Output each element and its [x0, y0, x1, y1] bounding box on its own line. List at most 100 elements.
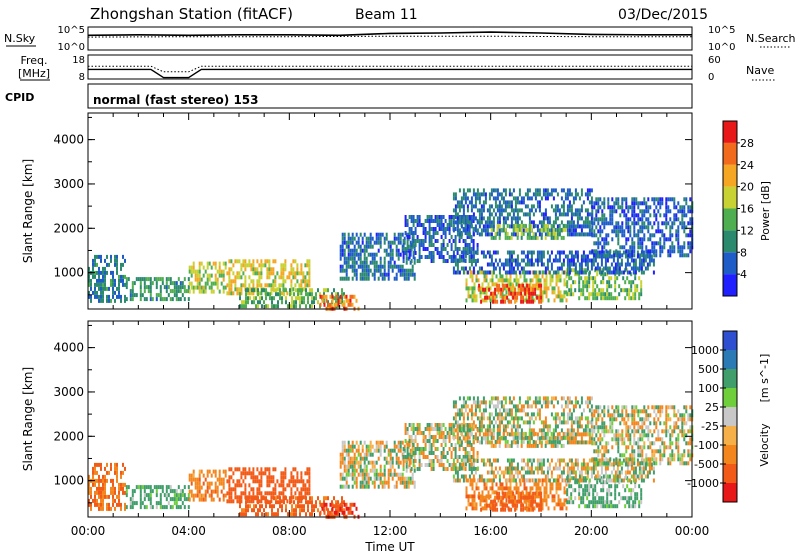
velocity-cell — [572, 476, 575, 481]
velocity-cell — [250, 499, 253, 504]
power-cell — [526, 192, 529, 197]
power-cell — [671, 249, 674, 254]
power-cell — [562, 262, 565, 267]
power-cell — [643, 233, 646, 238]
velocity-cell — [232, 487, 235, 492]
power-cell — [520, 227, 523, 232]
power-cell — [566, 266, 569, 271]
power-cell — [446, 251, 449, 255]
power-cell — [615, 233, 618, 238]
power-cell — [244, 263, 247, 268]
power-cell — [284, 259, 287, 264]
power-cell — [309, 304, 311, 309]
power-cell — [498, 208, 501, 213]
velocity-cell — [341, 460, 344, 465]
power-cell — [460, 266, 463, 271]
power-cell — [406, 235, 409, 239]
power-cell — [586, 212, 589, 217]
velocity-cell — [497, 498, 500, 503]
velocity-cell — [275, 512, 277, 517]
velocity-cell — [506, 503, 509, 508]
power-cell — [456, 266, 459, 271]
velocity-cell — [464, 423, 467, 427]
power-cell — [520, 208, 523, 213]
power-cell — [275, 288, 277, 293]
power-cell — [501, 278, 504, 283]
velocity-cell — [428, 443, 431, 447]
power-cell — [279, 288, 281, 293]
power-cell — [196, 277, 199, 282]
velocity-cell — [236, 467, 239, 472]
power-cell — [675, 229, 678, 234]
power-cell — [551, 278, 554, 283]
velocity-cell — [359, 440, 362, 445]
power-cell — [626, 270, 629, 275]
power-cell — [299, 300, 301, 305]
velocity-cell — [157, 501, 160, 506]
power-cell — [100, 286, 102, 291]
power-cell — [127, 277, 130, 282]
power-cell — [549, 274, 552, 279]
power-cell — [341, 232, 344, 237]
velocity-cell — [618, 492, 621, 497]
velocity-cell — [404, 423, 407, 427]
velocity-cell — [632, 500, 635, 505]
power-cell — [470, 200, 473, 205]
velocity-cell — [600, 504, 603, 509]
velocity-cell — [289, 512, 291, 517]
power-cell — [149, 285, 152, 290]
velocity-cell — [275, 496, 277, 501]
power-cell — [500, 196, 503, 201]
velocity-cell — [534, 491, 537, 496]
velocity-cell — [471, 506, 474, 511]
power-cell — [522, 283, 525, 288]
velocity-cell — [147, 497, 150, 502]
velocity-cell — [228, 467, 231, 472]
power-cell — [246, 263, 249, 268]
power-cell — [474, 200, 477, 205]
power-cell — [343, 248, 346, 253]
power-cell — [498, 192, 501, 197]
power-cell — [92, 262, 94, 267]
velocity-cell — [452, 458, 455, 463]
power-cell — [258, 291, 261, 296]
power-cell — [502, 196, 505, 201]
power-cell — [574, 196, 577, 201]
power-cell — [673, 197, 676, 202]
power-cell — [562, 223, 565, 228]
power-cell — [528, 196, 531, 201]
power-cell — [578, 224, 581, 229]
velocity-cell — [630, 496, 633, 501]
power-cell — [683, 253, 686, 258]
velocity-cell — [505, 486, 508, 491]
velocity-cell — [341, 444, 344, 449]
power-cell — [517, 278, 520, 283]
power-cell — [131, 297, 134, 302]
power-cell — [679, 209, 682, 214]
velocity-cell — [230, 499, 233, 504]
power-cell — [410, 215, 413, 219]
power-cell — [387, 268, 390, 273]
velocity-cell — [379, 472, 382, 477]
velocity-cell — [92, 466, 94, 471]
power-cell — [639, 229, 642, 234]
power-cell — [606, 280, 609, 285]
power-cell — [544, 270, 547, 275]
power-cell — [306, 259, 309, 264]
power-cell — [399, 272, 402, 277]
power-cell — [409, 268, 412, 273]
power-cell — [595, 201, 598, 206]
velocity-cell — [436, 459, 439, 463]
velocity-cell — [285, 508, 287, 513]
power-cell — [597, 241, 600, 246]
velocity-cell — [367, 484, 370, 489]
power-cell — [218, 265, 221, 270]
power-cell — [488, 270, 491, 275]
velocity-cell — [487, 490, 490, 495]
power-cell — [147, 289, 150, 294]
power-cell — [606, 288, 609, 293]
power-cell — [100, 258, 102, 263]
velocity-cell — [526, 507, 529, 512]
velocity-cell — [104, 474, 106, 479]
velocity-cell — [218, 481, 221, 486]
